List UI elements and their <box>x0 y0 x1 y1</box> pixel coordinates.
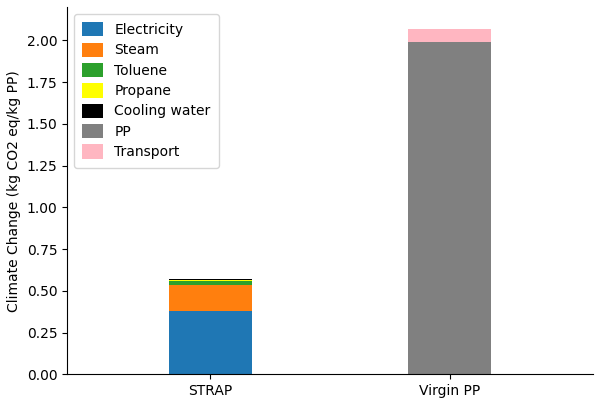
Bar <box>408 42 491 374</box>
Bar <box>169 285 252 311</box>
Bar <box>169 281 252 285</box>
Bar <box>169 280 252 281</box>
Y-axis label: Climate Change (kg CO2 eq/kg PP): Climate Change (kg CO2 eq/kg PP) <box>7 70 21 311</box>
Bar <box>169 279 252 280</box>
Bar <box>169 311 252 374</box>
Legend: Electricity, Steam, Toluene, Propane, Cooling water, PP, Transport: Electricity, Steam, Toluene, Propane, Co… <box>74 14 219 168</box>
Bar <box>408 29 491 42</box>
